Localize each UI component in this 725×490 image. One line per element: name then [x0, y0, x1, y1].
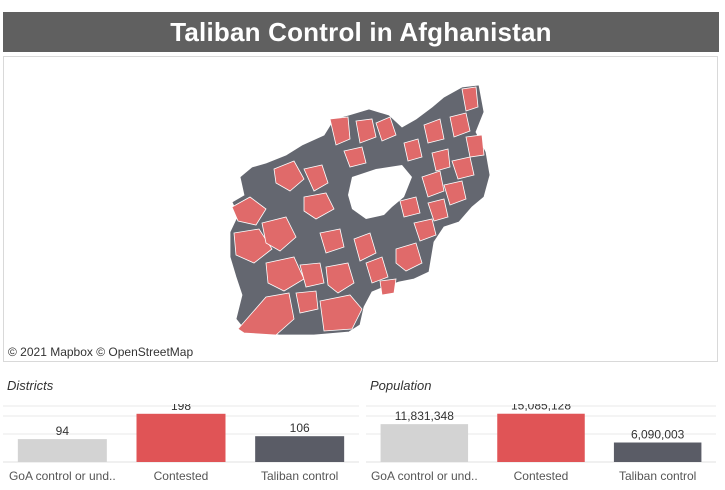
chart-bar[interactable] — [17, 439, 107, 462]
chart-title: Districts — [7, 378, 54, 393]
map-district-contested[interactable] — [261, 216, 297, 252]
chart-bar[interactable] — [613, 442, 702, 462]
map-district-contested[interactable] — [461, 86, 479, 112]
category-label: Contested — [154, 469, 209, 483]
population-bar-chart: 11,831,348 GoA control or und.. 15,085,128… — [366, 404, 716, 483]
population-chart: Population 11,831,348 GoA control or und.… — [366, 378, 720, 488]
map-district-contested[interactable] — [413, 218, 437, 242]
map-district-contested[interactable] — [465, 134, 485, 158]
map-district-contested[interactable] — [303, 164, 329, 192]
map-district-contested[interactable] — [423, 118, 445, 144]
map-district-contested[interactable] — [319, 228, 345, 254]
districts-bar-chart: 94 GoA control or und.. 198 Contested 106 Tal… — [3, 404, 359, 483]
bar-value-label: 94 — [56, 424, 70, 438]
chart-bar[interactable] — [136, 413, 226, 462]
map-district-contested[interactable] — [449, 112, 471, 138]
map-district-contested[interactable] — [319, 294, 363, 332]
map-district-contested[interactable] — [451, 156, 475, 180]
map-district-contested[interactable] — [399, 196, 421, 218]
map-district-contested[interactable] — [355, 118, 377, 144]
category-label: Taliban control — [619, 469, 696, 483]
chart-bar[interactable] — [380, 424, 469, 462]
map-district-contested[interactable] — [231, 196, 267, 226]
bar-value-label: 6,090,003 — [631, 428, 685, 442]
map-district-contested[interactable] — [403, 138, 423, 162]
chart-bar[interactable] — [497, 413, 585, 462]
map-district-contested[interactable] — [379, 278, 397, 296]
category-label: GoA control or und.. — [9, 469, 116, 483]
map-district-contested[interactable] — [427, 198, 449, 222]
map-district-contested[interactable] — [395, 242, 423, 272]
map-district-contested[interactable] — [353, 232, 377, 262]
map-district-contested[interactable] — [295, 290, 319, 314]
bar-value-label: 11,831,348 — [395, 409, 454, 423]
map-highland-void — [348, 165, 412, 219]
map-district-contested[interactable] — [421, 170, 445, 198]
category-label: GoA control or und.. — [371, 469, 478, 483]
map-district-contested[interactable] — [329, 116, 351, 146]
afghanistan-district-map[interactable] — [4, 57, 718, 362]
map-district-contested[interactable] — [233, 228, 273, 264]
map-attribution[interactable]: © 2021 Mapbox © OpenStreetMap — [8, 345, 194, 359]
map-district-contested[interactable] — [343, 146, 367, 168]
bar-value-label: 198 — [171, 404, 191, 413]
map-district-contested[interactable] — [443, 180, 467, 206]
map-view[interactable]: © 2021 Mapbox © OpenStreetMap — [3, 56, 718, 362]
map-district-contested[interactable] — [265, 256, 305, 292]
map-district-contested[interactable] — [299, 262, 325, 288]
map-district-contested[interactable] — [375, 116, 397, 142]
map-district-contested[interactable] — [303, 192, 335, 220]
category-label: Taliban control — [261, 469, 338, 483]
map-district-contested[interactable] — [431, 148, 451, 172]
map-district-contested[interactable] — [273, 160, 305, 192]
map-district-contested[interactable] — [237, 292, 295, 336]
districts-chart: Districts 94 GoA control or und.. 198 Conte… — [3, 378, 363, 488]
chart-bar[interactable] — [255, 436, 345, 462]
map-district-contested[interactable] — [325, 262, 355, 294]
chart-title: Population — [370, 378, 432, 393]
bar-value-label: 15,085,128 — [511, 404, 571, 413]
bar-value-label: 106 — [290, 421, 310, 435]
map-district-contested[interactable] — [365, 256, 389, 284]
category-label: Contested — [514, 469, 569, 483]
page-title: Taliban Control in Afghanistan — [3, 12, 719, 52]
